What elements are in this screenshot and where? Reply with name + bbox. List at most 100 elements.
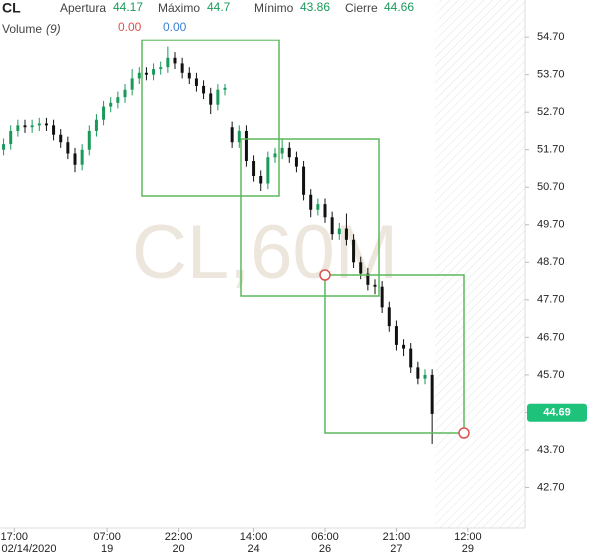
candle-body [430,374,434,414]
y-tick-label: 50.70 [537,181,565,193]
header: CL Apertura 44.17 Máximo 44.7 Mínimo 43.… [0,0,440,40]
candle-body [16,125,20,131]
candle-body [402,344,406,349]
candle-body [159,67,163,70]
candle-body [116,97,120,103]
x-date-label: 19 [101,543,113,555]
candle-body [137,72,141,79]
candle-body [73,153,77,165]
candle-body [9,130,13,145]
y-tick-label: 45.70 [537,369,565,381]
candle-body [352,239,356,263]
box-drawing [324,274,465,434]
volume-value: 0.00 [118,20,142,34]
candle-body [366,273,370,285]
candle-body [273,153,277,158]
candle-body [173,57,177,64]
candle-body [252,160,256,176]
x-date-label: 29 [462,543,474,555]
candle-body [416,367,420,379]
candle-body [102,106,106,120]
candle-body [302,166,306,195]
candle-body [87,130,91,150]
y-tick-label: 52.70 [537,106,565,118]
volume-value: 0.00 [163,20,187,34]
x-tick-label: 06:00 [311,531,339,543]
y-tick-label: 42.70 [537,481,565,493]
field-label: Máximo [158,1,200,15]
candle-body [394,326,398,345]
candle-body [59,134,63,143]
candle-body [266,157,270,184]
candle-body [52,125,56,135]
candle-body [309,194,313,210]
y-tick-label: 46.70 [537,331,565,343]
candle-body [337,228,341,235]
candle-body [373,284,377,287]
x-date-label: 02/14/2020 [1,543,56,555]
x-date-label: 27 [390,543,402,555]
candle-body [330,217,334,235]
candle-body [316,204,320,210]
candle-body [359,262,363,274]
candle-body [144,72,148,75]
candle-body [30,125,34,128]
future-area [435,0,525,528]
candle-body [387,307,391,327]
candle-body [223,87,227,90]
candle-body [294,157,298,167]
candle-body [44,123,48,126]
candle-body [123,89,127,98]
candle-body [130,78,134,90]
candle-body [180,63,184,73]
candle-body [37,123,41,126]
candle-body [94,119,98,131]
candle-body [380,286,384,308]
field-label: Mínimo [254,1,294,15]
x-tick-label: 14:00 [240,531,268,543]
y-tick-label: 51.70 [537,144,565,156]
candle-body [344,228,348,240]
candle-body [80,149,84,165]
last-price-label: 44.69 [543,407,571,419]
anchor-point [458,427,470,439]
x-tick-label: 07:00 [93,531,121,543]
y-tick-label: 54.70 [537,31,565,43]
candle-body [280,147,284,154]
candle-body [66,142,70,154]
x-date-label: 20 [172,543,184,555]
field-value: 44.17 [113,0,143,14]
candle-body [202,85,206,94]
candle-body [259,176,263,184]
x-tick-label: 17:00 [1,531,29,543]
x-date-label: 24 [247,543,259,555]
volume-period: (9) [46,22,61,36]
x-tick-label: 22:00 [165,531,193,543]
candle-body [409,348,413,368]
candle-body [237,130,241,143]
y-tick-label: 53.70 [537,69,565,81]
box-drawing [240,138,380,297]
candle-body [152,69,156,75]
x-tick-label: 12:00 [454,531,482,543]
y-tick-label: 48.70 [537,256,565,268]
field-label: Cierre [345,1,378,15]
candle-body [194,78,198,86]
candle-body [2,144,6,150]
x-tick-label: 21:00 [383,531,411,543]
candle-body [244,130,248,161]
last-price-tag [527,403,587,422]
candle-body [23,125,27,128]
volume-label: Volume [2,22,42,36]
field-value: 44.7 [207,0,231,14]
y-tick-label: 49.70 [537,219,565,231]
candle-body [166,57,170,68]
candle-body [216,89,220,105]
candle-body [187,72,191,79]
candle-body [287,147,291,158]
field-label: Apertura [60,1,106,15]
box-drawing [141,39,280,197]
candle-body [209,93,213,105]
x-date-label: 26 [319,543,331,555]
